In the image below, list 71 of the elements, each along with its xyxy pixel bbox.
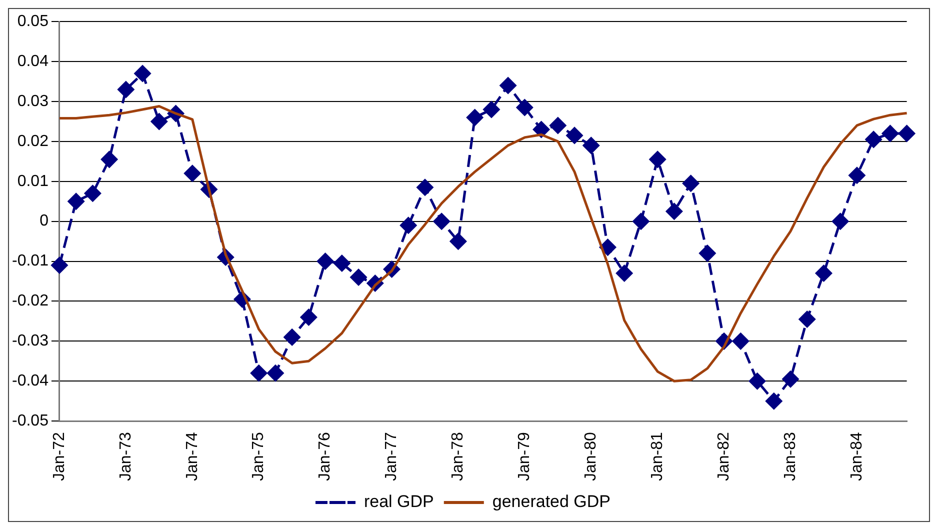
point [732,332,749,350]
point [300,308,317,326]
x-tick-label: Jan-76 [316,432,334,481]
point [898,125,916,142]
point [533,121,550,138]
y-tick-label: -0.04 [12,372,49,390]
point [782,370,799,388]
y-tick-label: 0.05 [17,13,49,30]
point [267,364,284,382]
point [516,99,533,116]
point [666,203,682,220]
point [865,131,882,148]
point [84,185,101,202]
point [500,77,516,94]
point [798,310,816,328]
point [450,233,466,250]
point [566,127,583,144]
y-tick-label: 0 [40,212,49,230]
x-tick-label: Jan-78 [450,432,467,481]
point [101,151,118,168]
x-tick-label: Jan-83 [782,432,799,481]
y-tick-label: -0.02 [12,292,49,310]
x-tick-label: Jan-84 [848,432,866,481]
legend-label: real GDP [364,492,434,512]
point [284,328,300,346]
point [749,372,766,390]
point [699,245,716,262]
point [334,255,350,272]
point [815,265,832,282]
x-tick-label: Jan-72 [50,432,68,481]
point [550,117,566,134]
y-tick-label: -0.03 [12,332,49,350]
point [466,109,484,126]
point [433,213,450,230]
y-tick-label: 0.04 [17,52,49,70]
point [150,113,168,130]
point [68,193,84,210]
point [848,167,866,184]
x-tick-label: Jan-75 [250,432,268,481]
point [400,217,417,234]
y-tick-label: 0.02 [17,132,49,150]
point [483,101,500,118]
point [649,151,666,168]
x-tick-label: Jan-74 [184,432,201,481]
point [350,269,367,286]
point [317,253,334,270]
point [599,239,616,256]
point [51,257,68,274]
point [632,213,650,230]
point [134,65,151,82]
x-tick-label: Jan-77 [383,432,400,481]
point [118,81,134,98]
x-tick-label: Jan-79 [516,432,534,481]
x-tick-label: Jan-82 [715,432,732,481]
point [832,213,849,230]
x-tick-label: Jan-81 [648,432,666,481]
point [184,165,201,182]
point [766,392,782,410]
y-tick-label: -0.01 [12,252,49,270]
y-tick-label: -0.05 [12,412,49,430]
legend-label: generated GDP [492,492,611,512]
point [682,175,700,192]
point [882,125,898,142]
point [582,137,600,154]
x-tick-label: Jan-73 [117,432,134,481]
point [616,265,633,282]
point [250,364,268,382]
y-tick-label: 0.01 [17,172,49,190]
x-tick-label: Jan-80 [582,432,600,481]
y-tick-label: 0.03 [17,92,49,110]
point [416,179,434,196]
